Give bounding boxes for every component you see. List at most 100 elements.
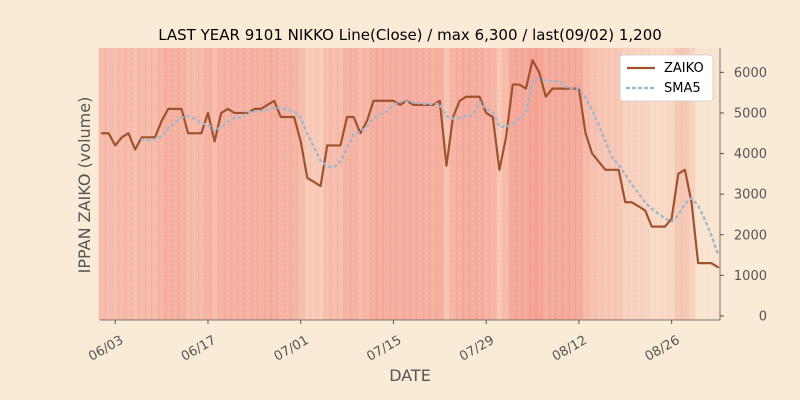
- y-axis: 0 1000 2000 3000 4000 5000 6000: [719, 48, 767, 324]
- volume-band: [390, 48, 398, 320]
- volume-band: [337, 48, 345, 320]
- volume-band: [681, 48, 689, 320]
- volume-band: [429, 48, 437, 320]
- plot-area: [100, 48, 720, 320]
- volume-band: [376, 48, 384, 320]
- volume-band: [198, 48, 205, 320]
- volume-band: [489, 48, 497, 320]
- volume-band: [290, 48, 298, 320]
- volume-band: [476, 48, 484, 320]
- volume-band: [270, 48, 278, 320]
- volume-band: [582, 48, 590, 320]
- volume-band: [396, 48, 404, 320]
- volume-band: [151, 48, 159, 320]
- volume-band: [522, 48, 530, 320]
- volume-band: [416, 48, 424, 320]
- volume-band: [343, 48, 351, 320]
- volume-band: [568, 48, 576, 320]
- volume-band: [628, 48, 636, 320]
- legend: ZAIKO SMA5: [619, 54, 714, 102]
- volume-band: [688, 48, 696, 320]
- volume-band: [184, 48, 192, 320]
- y-tick-label: 0: [759, 309, 767, 324]
- volume-band: [496, 48, 504, 320]
- volume-band: [191, 48, 199, 320]
- volume-band: [105, 48, 113, 320]
- volume-band: [284, 48, 292, 320]
- volume-band: [648, 48, 656, 320]
- volume-band: [562, 48, 570, 320]
- volume-band: [661, 48, 669, 320]
- volume-band: [310, 48, 318, 320]
- volume-band: [482, 48, 490, 320]
- volume-band: [138, 48, 146, 320]
- volume-band: [403, 48, 411, 320]
- volume-band: [410, 48, 417, 320]
- volume-band: [231, 48, 239, 320]
- volume-band: [515, 48, 523, 320]
- volume-band: [277, 48, 285, 320]
- volume-band: [456, 48, 464, 320]
- volume-band: [542, 48, 550, 320]
- y-tick-label: 5000: [734, 106, 767, 121]
- volume-band: [357, 48, 364, 320]
- volume-band: [509, 48, 517, 320]
- y-tick-label: 2000: [734, 228, 767, 243]
- volume-band: [436, 48, 444, 320]
- legend-zaiko-label: ZAIKO: [664, 61, 704, 76]
- volume-band: [164, 48, 172, 320]
- volume-band: [535, 48, 543, 320]
- volume-band: [330, 48, 338, 320]
- volume-band: [125, 48, 133, 320]
- volume-band: [641, 48, 649, 320]
- volume-band: [237, 48, 245, 320]
- volume-band: [615, 48, 623, 320]
- volume-bands: [98, 48, 722, 320]
- volume-band: [449, 48, 457, 320]
- volume-band: [204, 48, 212, 320]
- volume-band: [462, 48, 470, 320]
- volume-band: [158, 48, 166, 320]
- volume-band: [621, 48, 629, 320]
- y-tick-label: 3000: [734, 188, 767, 203]
- volume-band: [655, 48, 663, 320]
- y-tick-label: 6000: [734, 66, 767, 81]
- volume-band: [323, 48, 331, 320]
- legend-box: [619, 54, 714, 102]
- volume-band: [171, 48, 179, 320]
- volume-band: [251, 48, 258, 320]
- volume-band: [668, 48, 676, 320]
- volume-band: [224, 48, 232, 320]
- chart-title: LAST YEAR 9101 NIKKO Line(Close) / max 6…: [158, 26, 662, 44]
- volume-band: [602, 48, 610, 320]
- volume-band: [304, 48, 311, 320]
- series-layer: [100, 59, 720, 269]
- volume-band: [98, 48, 106, 320]
- volume-band: [443, 48, 451, 320]
- legend-sma5-label: SMA5: [664, 81, 701, 96]
- volume-band: [217, 48, 225, 320]
- sma5-series-line: [140, 76, 720, 256]
- volume-band: [145, 48, 152, 320]
- volume-band: [529, 48, 537, 320]
- volume-band: [575, 48, 583, 320]
- volume-band: [555, 48, 563, 320]
- volume-band: [370, 48, 378, 320]
- volume-band: [297, 48, 305, 320]
- volume-band: [469, 48, 477, 320]
- y-tick-label: 1000: [734, 269, 767, 284]
- volume-band: [635, 48, 643, 320]
- volume-band: [694, 48, 702, 320]
- volume-band: [502, 48, 510, 320]
- volume-band: [608, 48, 616, 320]
- volume-band: [363, 48, 371, 320]
- volume-band: [549, 48, 557, 320]
- volume-band: [595, 48, 603, 320]
- x-axis-label: DATE: [389, 366, 431, 385]
- volume-band: [701, 48, 709, 320]
- volume-band: [423, 48, 431, 320]
- volume-band: [264, 48, 272, 320]
- volume-band: [350, 48, 358, 320]
